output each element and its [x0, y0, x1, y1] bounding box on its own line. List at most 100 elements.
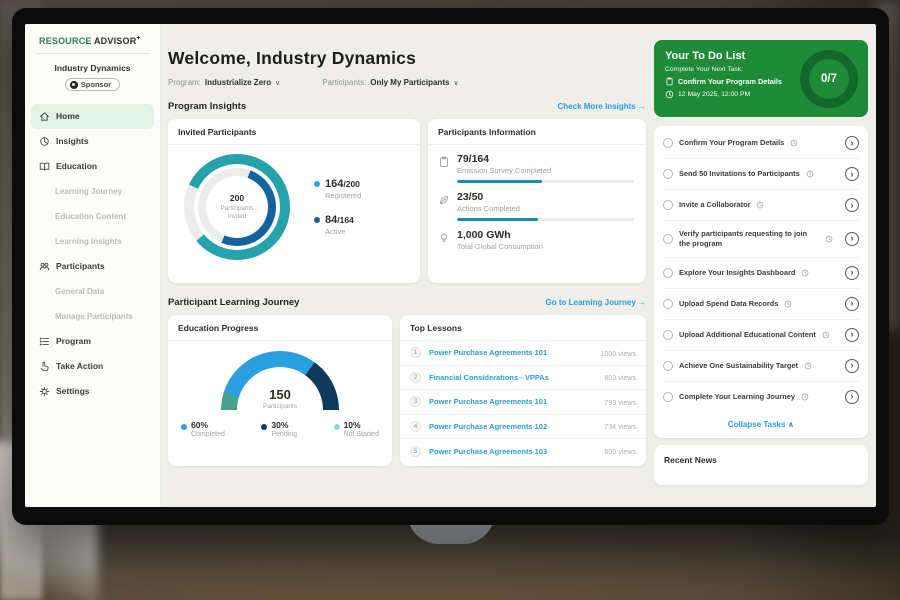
- todo-progress-value: 0/7: [821, 73, 837, 85]
- todo-task-row[interactable]: Upload Additional Educational Content ›: [663, 320, 859, 351]
- sidebar-item-label: General Data: [55, 286, 105, 296]
- sidebar-item-take-action[interactable]: Take Action: [31, 354, 154, 379]
- lesson-link[interactable]: Power Purchase Agreements 101: [429, 348, 548, 358]
- task-open-button[interactable]: ›: [845, 327, 859, 342]
- sponsor-badge: Sponsor: [64, 78, 121, 91]
- sidebar-item-program[interactable]: Program: [31, 329, 154, 354]
- card-title: Education Progress: [168, 315, 392, 341]
- stat-label: Emission Survey Completed: [457, 166, 552, 175]
- todo-task-row[interactable]: Verify participants requesting to join t…: [663, 221, 859, 258]
- checkbox[interactable]: [663, 138, 673, 148]
- page-title: Welcome, Industry Dynamics: [168, 48, 417, 68]
- legend-item-completed: 60% Completed: [181, 420, 225, 438]
- chevron-down-icon: ∨: [453, 79, 459, 87]
- sidebar-item-general-data[interactable]: General Data: [31, 279, 154, 304]
- lesson-row[interactable]: 1 Power Purchase Agreements 101 1000 vie…: [400, 341, 646, 366]
- stat-global-consumption: 1,000 GWh Total Global Consumption: [438, 229, 634, 251]
- task-open-button[interactable]: ›: [845, 136, 859, 150]
- task-open-button[interactable]: ›: [845, 358, 859, 373]
- todo-task-row[interactable]: Confirm Your Program Details ›: [663, 128, 859, 159]
- education-progress-card: Education Progress 150 Participants: [168, 315, 392, 466]
- lesson-link[interactable]: Power Purchase Agreements 103: [429, 446, 548, 456]
- sidebar-item-label: Education Content: [55, 211, 127, 221]
- lesson-row[interactable]: 2 Financial Considerations - VPPAs 803 v…: [400, 366, 646, 390]
- todo-task-row[interactable]: Upload Spend Data Records ›: [663, 289, 859, 320]
- sidebar-item-participants[interactable]: Participants: [31, 254, 154, 279]
- legend-dot: [261, 424, 268, 430]
- task-label: Invite a Collaborator: [679, 200, 751, 209]
- main-content: Welcome, Industry Dynamics Program: Indu…: [161, 24, 654, 507]
- checkbox[interactable]: [663, 329, 673, 340]
- recent-news-card: Recent News: [654, 444, 868, 485]
- chevron-down-icon: ∨: [275, 79, 281, 87]
- task-open-button[interactable]: ›: [845, 198, 859, 212]
- collapse-tasks-link[interactable]: Collapse Tasks ∧: [727, 419, 795, 429]
- lesson-row[interactable]: 4 Power Purchase Agreements 102 734 view…: [400, 415, 646, 439]
- clock-icon: [822, 331, 830, 339]
- task-open-button[interactable]: ›: [845, 265, 859, 280]
- monitor-bezel: RESOURCE ADVISOR+ Industry Dynamics Spon…: [12, 8, 889, 525]
- sidebar-item-home[interactable]: Home: [31, 103, 154, 129]
- todo-header-card: Your To Do List Complete Your Next Task:…: [654, 40, 868, 117]
- task-open-button[interactable]: ›: [845, 389, 859, 404]
- sidebar-item-label: Insights: [56, 136, 89, 146]
- sidebar-item-manage-participants[interactable]: Manage Participants: [31, 304, 154, 329]
- sidebar-item-insights[interactable]: Insights: [31, 129, 154, 154]
- stat-actions-completed: 23/50 Actions Completed: [438, 191, 634, 221]
- lesson-link[interactable]: Financial Considerations - VPPAs: [429, 372, 549, 382]
- lesson-rank: 2: [410, 371, 421, 383]
- donut-center-label: Participants Invited: [220, 205, 254, 220]
- todo-task-row[interactable]: Send 50 Invitations to Participants ›: [663, 159, 859, 190]
- clock-icon: [757, 201, 764, 209]
- sidebar-item-education[interactable]: Education: [31, 154, 154, 179]
- legend-item-registered: 164/200 Registered: [314, 178, 361, 200]
- lesson-rank: 3: [410, 396, 421, 408]
- participants-information-card: Participants Information 79/164 Emission…: [428, 119, 646, 283]
- stat-value: 79/164: [457, 153, 490, 165]
- checkbox[interactable]: [663, 267, 673, 278]
- lesson-rank: 4: [410, 420, 421, 432]
- todo-task-row[interactable]: Complete Your Learning Journey ›: [663, 382, 859, 412]
- checkbox[interactable]: [663, 200, 673, 210]
- todo-task-row[interactable]: Achieve One Sustainability Target ›: [663, 351, 859, 382]
- clock-icon: [790, 139, 798, 147]
- stat-value: 23/50: [457, 191, 484, 203]
- task-open-button[interactable]: ›: [845, 167, 859, 181]
- lesson-link[interactable]: Power Purchase Agreements 102: [429, 421, 548, 431]
- participants-filter[interactable]: Participants: Only My Participants ∨: [322, 78, 458, 87]
- invited-participants-card: Invited Participants 200 Participants In…: [168, 119, 420, 283]
- lesson-link[interactable]: Power Purchase Agreements 101: [429, 397, 548, 407]
- chevron-right-icon: ›: [850, 199, 854, 210]
- legend-dot: [333, 424, 340, 430]
- checkbox[interactable]: [663, 233, 673, 244]
- card-title: Invited Participants: [168, 119, 420, 145]
- program-filter[interactable]: Program: Industrialize Zero ∨: [168, 78, 280, 87]
- task-open-button[interactable]: ›: [845, 231, 859, 246]
- education-icon: [39, 162, 50, 171]
- checkbox[interactable]: [663, 169, 673, 179]
- sidebar-item-education-content[interactable]: Education Content: [31, 204, 154, 229]
- sidebar-item-settings[interactable]: Settings: [31, 379, 154, 404]
- sidebar-item-learning-insights[interactable]: Learning Insights: [31, 229, 154, 254]
- task-open-button[interactable]: ›: [845, 296, 859, 311]
- lesson-row[interactable]: 3 Power Purchase Agreements 101 793 view…: [400, 390, 646, 415]
- participants-filter-label: Participants:: [322, 78, 367, 87]
- arrow-right-icon: →: [638, 298, 646, 307]
- go-to-learning-journey-link[interactable]: Go to Learning Journey →: [545, 298, 646, 307]
- sidebar-item-label: Learning Insights: [55, 236, 122, 246]
- sidebar-item-learning-journey[interactable]: Learning Journey: [31, 179, 154, 204]
- education-gauge: 150 Participants: [221, 351, 339, 410]
- check-more-insights-link[interactable]: Check More Insights →: [557, 102, 646, 111]
- lesson-row[interactable]: 5 Power Purchase Agreements 103 600 view…: [400, 439, 646, 464]
- todo-task-row[interactable]: Invite a Collaborator ›: [663, 190, 859, 221]
- actions-leaf-icon: [440, 195, 448, 204]
- todo-column: Your To Do List Complete Your Next Task:…: [654, 24, 876, 507]
- checkbox[interactable]: [663, 360, 673, 371]
- home-icon: [40, 111, 49, 121]
- chevron-up-icon: ∧: [787, 419, 795, 429]
- checkbox[interactable]: [663, 298, 673, 309]
- top-lessons-card: Top Lessons 1 Power Purchase Agreements …: [400, 315, 646, 466]
- sponsor-icon: [69, 80, 78, 89]
- todo-task-row[interactable]: Explore Your Insights Dashboard ›: [663, 258, 859, 289]
- checkbox[interactable]: [663, 391, 673, 402]
